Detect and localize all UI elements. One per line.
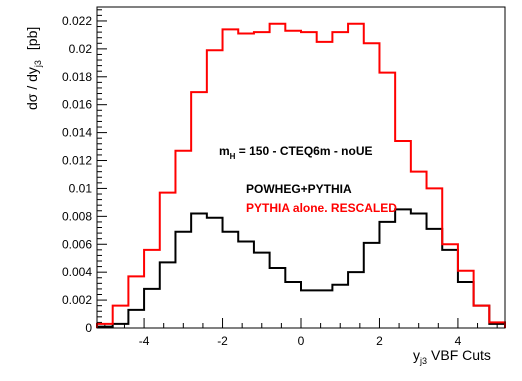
x-axis-label-sub: j3 [419, 356, 427, 366]
y-tick-label: 0.004 [62, 265, 92, 279]
y-axis-label-main: dσ / dy [24, 67, 40, 110]
x-axis-label: yj3 VBF Cuts [413, 347, 491, 366]
legend-entry-pythia: PYTHIA alone. RESCALED [246, 201, 397, 215]
y-tick-label: 0.008 [62, 209, 92, 223]
y-tick-label: 0.02 [69, 42, 93, 56]
y-tick-label: 0.018 [62, 70, 92, 84]
y-tick-label: 0.01 [69, 181, 93, 195]
y-tick-label: 0 [85, 321, 92, 335]
annotation-text: mH = 150 - CTEQ6m - noUE [219, 144, 373, 161]
x-tick-label: -4 [139, 334, 150, 348]
y-axis-label-sub: j3 [33, 60, 43, 68]
series-layer [96, 22, 506, 328]
x-tick-label: 4 [455, 334, 462, 348]
x-axis-label-suffix: VBF Cuts [431, 347, 491, 363]
y-tick-label: 0.012 [62, 154, 92, 168]
series-line-0 [96, 208, 506, 328]
legend-entry-powheg: POWHEG+PYTHIA [246, 182, 352, 196]
tick-labels: 0 0.002 0.004 0.006 0.008 0.01 0.012 0.014 0.016… [62, 14, 462, 348]
y-tick-label: 0.014 [62, 126, 92, 140]
x-tick-label: 0 [298, 334, 305, 348]
annotation-rest: = 150 - CTEQ6m - noUE [235, 144, 372, 158]
x-axis-label-main: y [413, 347, 420, 363]
x-tick-label: -2 [217, 334, 228, 348]
annotation-main: m [219, 144, 230, 158]
y-tick-label: 0.006 [62, 237, 92, 251]
series-line-1 [96, 22, 506, 328]
y-axis-label-units-spacer: [pb] [24, 27, 40, 50]
y-tick-label: 0.002 [62, 293, 92, 307]
plot-frame [96, 6, 506, 329]
annotation-sub: H [230, 152, 236, 161]
tick-marks [97, 9, 498, 329]
y-axis-label: dσ / dyj3 [pb] [24, 27, 43, 110]
y-tick-label: 0.016 [62, 98, 92, 112]
y-tick-label: 0.022 [62, 14, 92, 28]
x-tick-label: 2 [376, 334, 383, 348]
